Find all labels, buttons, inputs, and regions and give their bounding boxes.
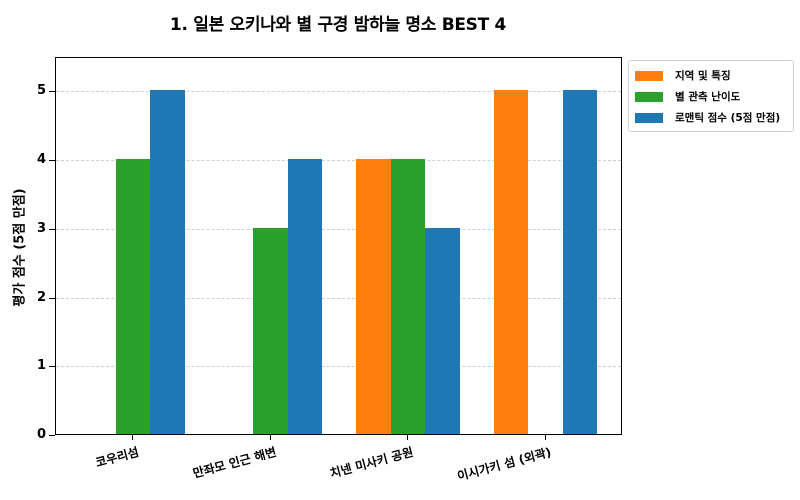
x-tick [544, 435, 546, 440]
gridline [56, 228, 621, 230]
legend-swatch [635, 70, 663, 81]
gridline [56, 91, 621, 93]
x-tick [269, 435, 271, 440]
gridline [56, 366, 621, 368]
y-tick [49, 91, 55, 93]
gridline [56, 160, 621, 162]
x-tick-label: 이시가키 섬 (외곽) [455, 444, 553, 484]
bar [287, 159, 323, 434]
y-tick-label: 5 [36, 83, 46, 99]
legend-swatch [635, 91, 663, 102]
legend-label: 별 관측 난이도 [675, 91, 741, 103]
legend-item: 로맨틱 점수 (5점 만점) [629, 107, 793, 128]
bar [425, 227, 460, 434]
bar [253, 227, 288, 434]
y-tick [49, 366, 55, 368]
y-tick-label: 4 [36, 152, 46, 168]
y-tick [49, 297, 55, 299]
y-tick-label: 0 [36, 427, 46, 442]
y-tick-label: 2 [36, 289, 46, 305]
bar [390, 159, 426, 434]
legend-item: 지역 및 특징 [629, 65, 793, 86]
bar [150, 90, 185, 434]
y-tick [49, 228, 55, 230]
bar [493, 90, 529, 434]
legend-label: 지역 및 특징 [675, 70, 731, 82]
y-tick-label: 3 [36, 220, 46, 236]
x-tick-label: 코우리섬 [94, 444, 141, 470]
x-tick [407, 435, 408, 440]
legend-item: 별 관측 난이도 [629, 86, 793, 107]
plot-area [55, 57, 622, 435]
bar [356, 159, 391, 434]
legend-label: 로맨틱 점수 (5점 만점) [675, 112, 781, 124]
y-tick-label: 1 [36, 358, 46, 374]
x-tick-label: 치넨 미사키 공원 [328, 444, 415, 481]
chart-title: 1. 일본 오키나와 별 구경 밤하늘 명소 BEST 4 [169, 15, 507, 35]
bar [562, 90, 598, 434]
gridline [56, 297, 621, 299]
y-tick [49, 160, 55, 162]
x-tick [132, 435, 133, 440]
legend-swatch [635, 112, 663, 123]
bar [115, 159, 151, 434]
y-tick [49, 435, 55, 436]
x-tick-label: 만좌모 인근 해변 [190, 444, 278, 481]
